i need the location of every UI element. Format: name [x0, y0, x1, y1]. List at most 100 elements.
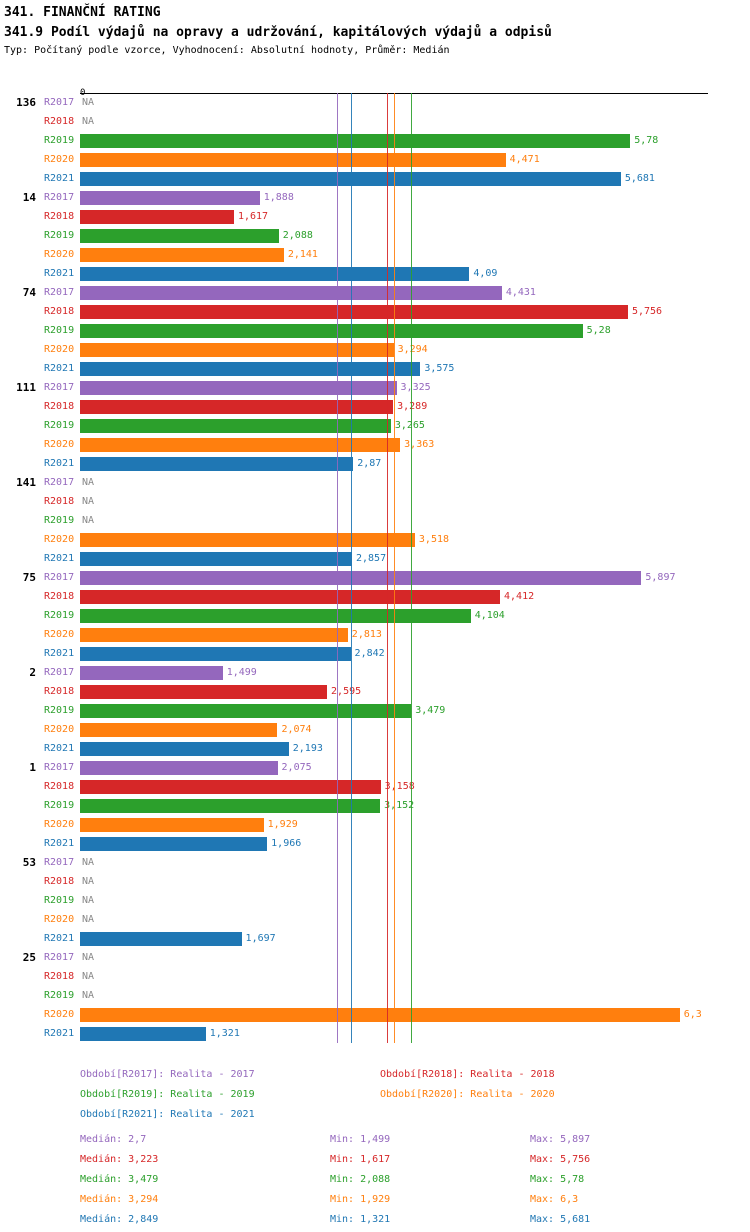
year-label: R2017 [44, 857, 75, 868]
bar-value-label: 2,857 [355, 553, 387, 564]
bar-value-label: 5,681 [624, 173, 655, 184]
bar-area: 1,617 [80, 207, 750, 226]
bar-area: 3,152 [80, 796, 750, 815]
bar-row: 136 R2017 NA [0, 93, 750, 112]
bar-value-label: 4,431 [505, 287, 536, 298]
bar-r2020-2 [80, 722, 278, 737]
bar-area: 5,897 [80, 568, 750, 587]
bar-r2020-141 [80, 532, 415, 547]
bar-value-label: 1,499 [226, 667, 257, 678]
group-label: 53 [22, 856, 36, 869]
bar-area: NA [80, 910, 750, 929]
year-label: R2019 [44, 325, 75, 336]
bar-value-label: 2,87 [357, 458, 382, 469]
bar-r2020-25 [80, 1007, 680, 1022]
na-label: NA [82, 116, 95, 127]
bar-r2021-1 [80, 836, 268, 851]
bar-row: R2018 1,617 [0, 207, 750, 226]
year-label: R2019 [44, 705, 75, 716]
year-label: R2017 [44, 952, 75, 963]
bar-area: NA [80, 967, 750, 986]
bar-area: 3,158 [80, 777, 750, 796]
bar-row: R2020 NA [0, 910, 750, 929]
bar-row: R2020 3,363 [0, 435, 750, 454]
year-label: R2020 [44, 629, 75, 640]
bar-value-label: 3,325 [400, 382, 431, 393]
bar-r2021-2 [80, 741, 289, 756]
bar-row: R2020 2,074 [0, 720, 750, 739]
bar-value-label: 3,575 [424, 363, 455, 374]
year-label: R2018 [44, 116, 75, 127]
bar-row: R2019 3,265 [0, 416, 750, 435]
bar-value-label: 1,929 [267, 819, 298, 830]
year-label: R2020 [44, 154, 75, 165]
bar-area: NA [80, 872, 750, 891]
bar-row: R2021 5,681 [0, 169, 750, 188]
bar-area: NA [80, 853, 750, 872]
bar-row: 1 R2017 2,075 [0, 758, 750, 777]
bar-area: 4,431 [80, 283, 750, 302]
stats-row-r2017: Medián: 2,7 Min: 1,499 Max: 5,897 [80, 1129, 750, 1149]
bar-r2018-2 [80, 684, 328, 699]
axis: 0 [0, 80, 750, 98]
bar-value-label: 3,158 [384, 781, 415, 792]
bar-value-label: 2,813 [351, 629, 382, 640]
year-label: R2021 [44, 648, 75, 659]
group-label: 14 [22, 191, 36, 204]
bar-row: R2019 5,78 [0, 131, 750, 150]
year-label: R2020 [44, 249, 75, 260]
group-label: 136 [16, 96, 36, 109]
bar-area: 3,479 [80, 701, 750, 720]
bar-area: 4,412 [80, 587, 750, 606]
bar-r2017-2 [80, 665, 223, 680]
bar-value-label: 4,104 [474, 610, 505, 621]
bar-value-label: 5,78 [634, 135, 659, 146]
bar-row: R2020 3,294 [0, 340, 750, 359]
year-label: R2017 [44, 192, 75, 203]
bar-area: 1,321 [80, 1024, 750, 1043]
legend: Období[R2017]: Realita - 2017 Období[R201… [80, 1065, 750, 1125]
bar-value-label: 3,363 [404, 439, 435, 450]
bar-row: R2020 6,3 [0, 1005, 750, 1024]
bar-row: 111 R2017 3,325 [0, 378, 750, 397]
na-label: NA [82, 990, 95, 1001]
year-label: R2019 [44, 420, 75, 431]
stat-min: Min: 1,929 [330, 1193, 391, 1205]
bar-row: 75 R2017 5,897 [0, 568, 750, 587]
bar-row: R2020 4,471 [0, 150, 750, 169]
bar-r2020-74 [80, 342, 394, 357]
group-label: 111 [16, 381, 36, 394]
legend-item-r2020: Období[R2020]: Realita - 2020 [380, 1089, 555, 1100]
bar-area: 5,78 [80, 131, 750, 150]
bar-area: 5,756 [80, 302, 750, 321]
bar-row: R2020 2,141 [0, 245, 750, 264]
stat-min: Min: 2,088 [330, 1173, 391, 1185]
year-label: R2021 [44, 933, 75, 944]
bar-area: NA [80, 948, 750, 967]
bar-area: 2,075 [80, 758, 750, 777]
median-line-r2018 [386, 93, 388, 1043]
bar-r2019-75 [80, 608, 471, 623]
bar-value-label: 2,141 [287, 249, 318, 260]
year-label: R2017 [44, 287, 75, 298]
bar-row: R2021 4,09 [0, 264, 750, 283]
bar-area: 3,294 [80, 340, 750, 359]
stat-max: Max: 5,78 [530, 1173, 585, 1185]
legend-item-r2019: Období[R2019]: Realita - 2019 [80, 1089, 255, 1100]
bar-r2017-1 [80, 760, 278, 775]
stat-max: Max: 6,3 [530, 1193, 579, 1205]
year-label: R2018 [44, 496, 75, 507]
median-line-r2020 [393, 93, 395, 1043]
bar-value-label: 1,321 [209, 1028, 240, 1039]
bar-area: 1,966 [80, 834, 750, 853]
bar-r2019-2 [80, 703, 412, 718]
bar-row: R2018 4,412 [0, 587, 750, 606]
bar-area: 2,87 [80, 454, 750, 473]
bar-r2020-75 [80, 627, 348, 642]
bar-value-label: 4,412 [504, 591, 535, 602]
year-label: R2020 [44, 1009, 75, 1020]
bar-area: 2,813 [80, 625, 750, 644]
year-label: R2017 [44, 572, 75, 583]
bar-value-label: 6,3 [683, 1009, 702, 1020]
